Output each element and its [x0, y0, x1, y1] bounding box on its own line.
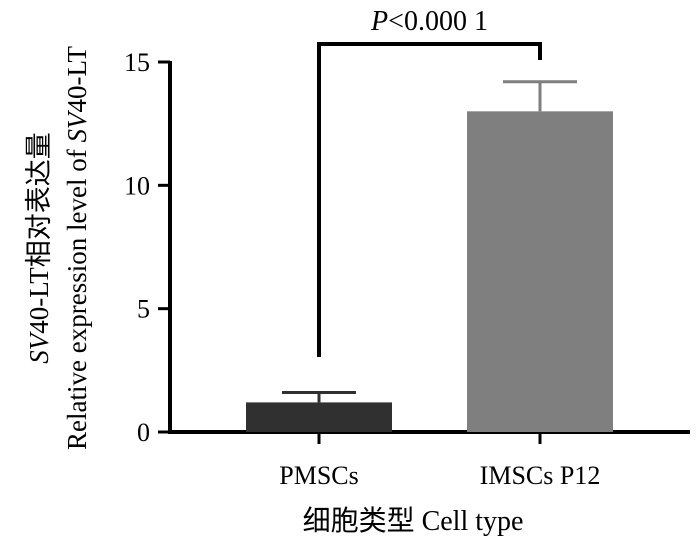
y-tick-label: 5	[137, 295, 150, 324]
bar-pmscs	[246, 402, 392, 432]
significance-label: P<0.000 1	[370, 6, 488, 37]
y-tick-label: 10	[124, 171, 150, 200]
x-axis-title: 细胞类型 Cell type	[303, 505, 524, 537]
x-tick-label: PMSCs	[279, 461, 359, 490]
y-axis-title-line1: SV40-LT相对表达量	[24, 132, 54, 364]
y-axis-title-line2: Relative expression level of SV40-LT	[62, 46, 92, 450]
significance-bracket	[317, 42, 542, 357]
y-tick-label: 0	[137, 418, 150, 447]
y-tick-label: 15	[124, 48, 150, 77]
bar-imscs-p12	[467, 111, 613, 432]
x-tick-label: IMSCs P12	[480, 461, 601, 490]
